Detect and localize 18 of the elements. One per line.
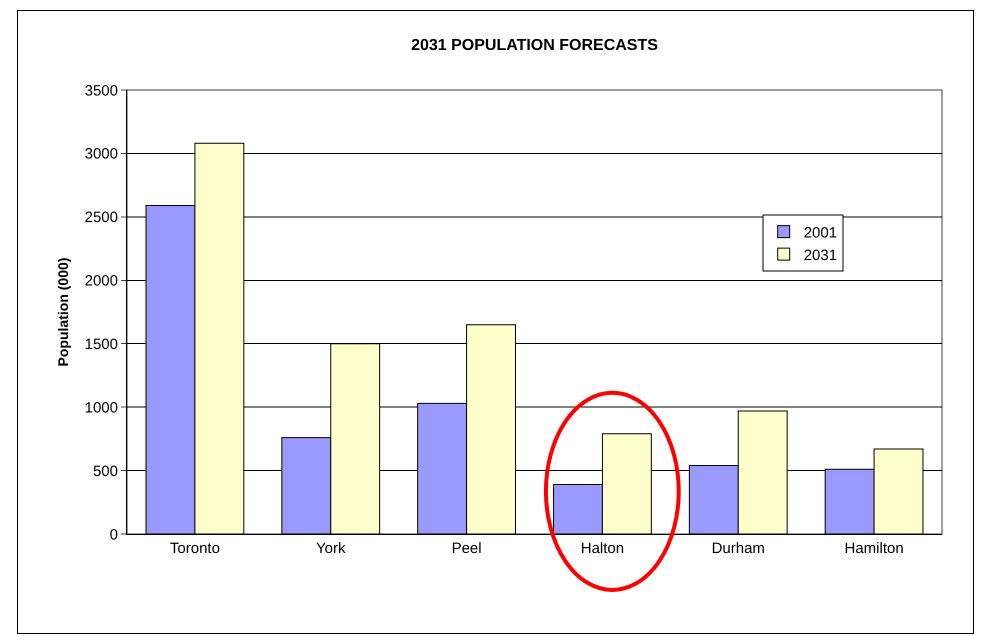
y-tick-label: 1500 [84,336,118,353]
x-tick-label: Halton [580,540,624,557]
chart-title: 2031 POPULATION FORECASTS [411,37,658,54]
y-tick-label: 3500 [84,82,118,100]
y-tick-label: 2000 [84,272,118,290]
x-tick-label: Peel [452,540,482,557]
y-tick-label: 0 [110,526,118,544]
y-tick-label: 1000 [84,399,118,416]
y-tick-label: 3000 [84,146,118,163]
y-axis-title: Population (000) [55,258,72,366]
legend-label: 2031 [804,246,838,264]
x-tick-label: Durham [712,540,765,557]
legend-label: 2001 [804,224,838,242]
y-tick-label: 2500 [84,209,118,226]
x-tick-label: York [316,540,346,557]
y-tick-label: 500 [92,462,118,480]
x-tick-label: Hamilton [844,540,904,557]
x-tick-label: Toronto [170,540,220,557]
